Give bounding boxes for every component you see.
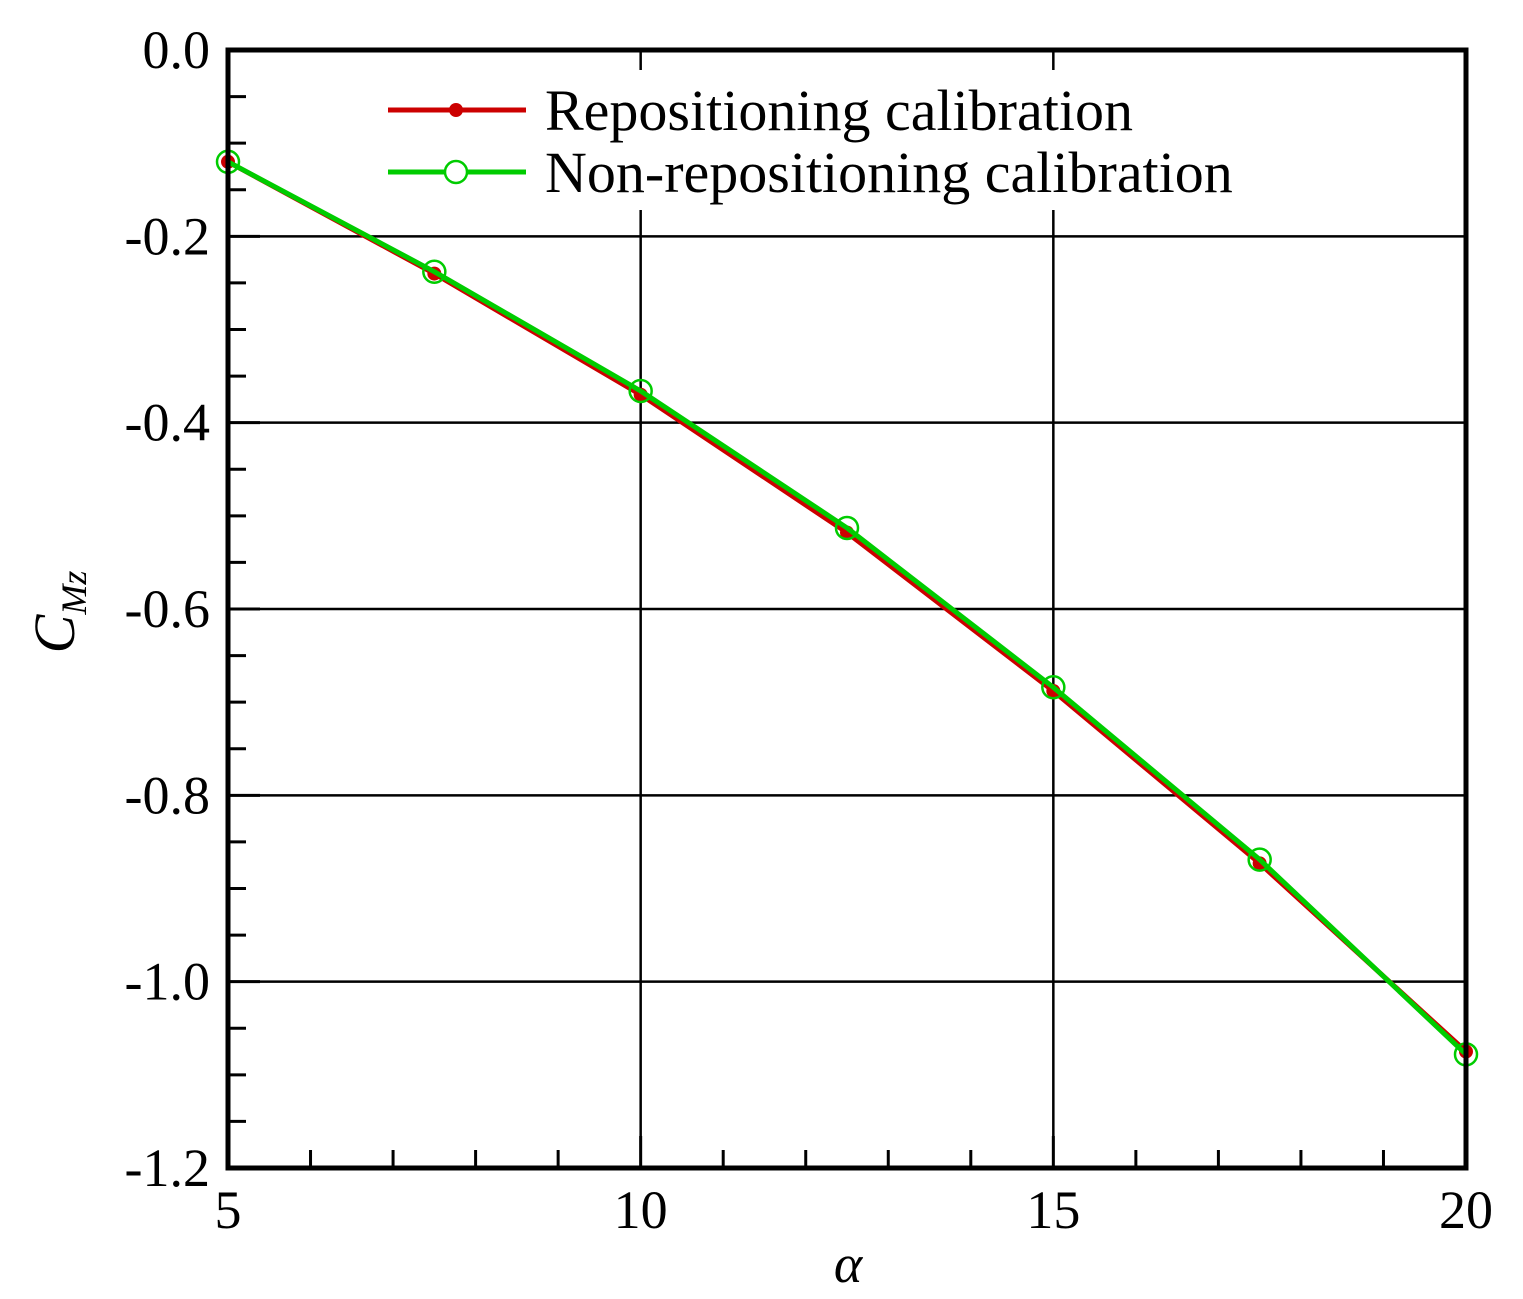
legend-marker xyxy=(449,103,463,117)
y-axis-title: CMz xyxy=(22,571,94,654)
x-axis-title: α xyxy=(834,1234,864,1294)
data-point xyxy=(422,259,447,284)
y-tick-label: -0.2 xyxy=(125,206,210,266)
y-axis-title-subscript: Mz xyxy=(54,571,94,616)
plot-frame xyxy=(225,47,1469,1171)
y-tick-label: -0.4 xyxy=(125,393,210,453)
minor-ticks xyxy=(228,95,1385,1168)
y-tick-labels: 0.0 -0.2 -0.4 -0.6 -0.8 -1.0 -1.2 xyxy=(125,20,210,1198)
legend-label: Non-repositioning calibration xyxy=(545,140,1233,205)
data-point xyxy=(1247,847,1272,872)
series-line xyxy=(226,159,1468,1057)
x-tick-label: 10 xyxy=(614,1180,668,1240)
x-tick-label: 5 xyxy=(215,1180,242,1240)
y-tick-label: -1.0 xyxy=(125,952,210,1012)
legend: Repositioning calibrationNon-repositioni… xyxy=(372,70,1282,210)
legend-box xyxy=(372,70,1282,210)
y-tick-label: -1.2 xyxy=(125,1138,210,1198)
legend-marker xyxy=(443,159,469,185)
data-point xyxy=(834,515,860,541)
y-tick-label: 0.0 xyxy=(143,20,211,80)
data-series xyxy=(215,149,1479,1067)
y-tick-label: -0.6 xyxy=(125,579,210,639)
data-point xyxy=(628,378,653,404)
legend-label: Repositioning calibration xyxy=(545,78,1133,143)
x-tick-label: 20 xyxy=(1439,1180,1493,1240)
x-tick-labels: 5 10 15 20 xyxy=(215,1180,1494,1240)
y-tick-label: -0.8 xyxy=(125,765,210,825)
y-axis-title-main: C xyxy=(22,613,87,653)
x-tick-label: 15 xyxy=(1026,1180,1080,1240)
series-line xyxy=(226,159,1468,1054)
data-point xyxy=(1041,675,1066,700)
grid-lines xyxy=(228,50,1466,1168)
